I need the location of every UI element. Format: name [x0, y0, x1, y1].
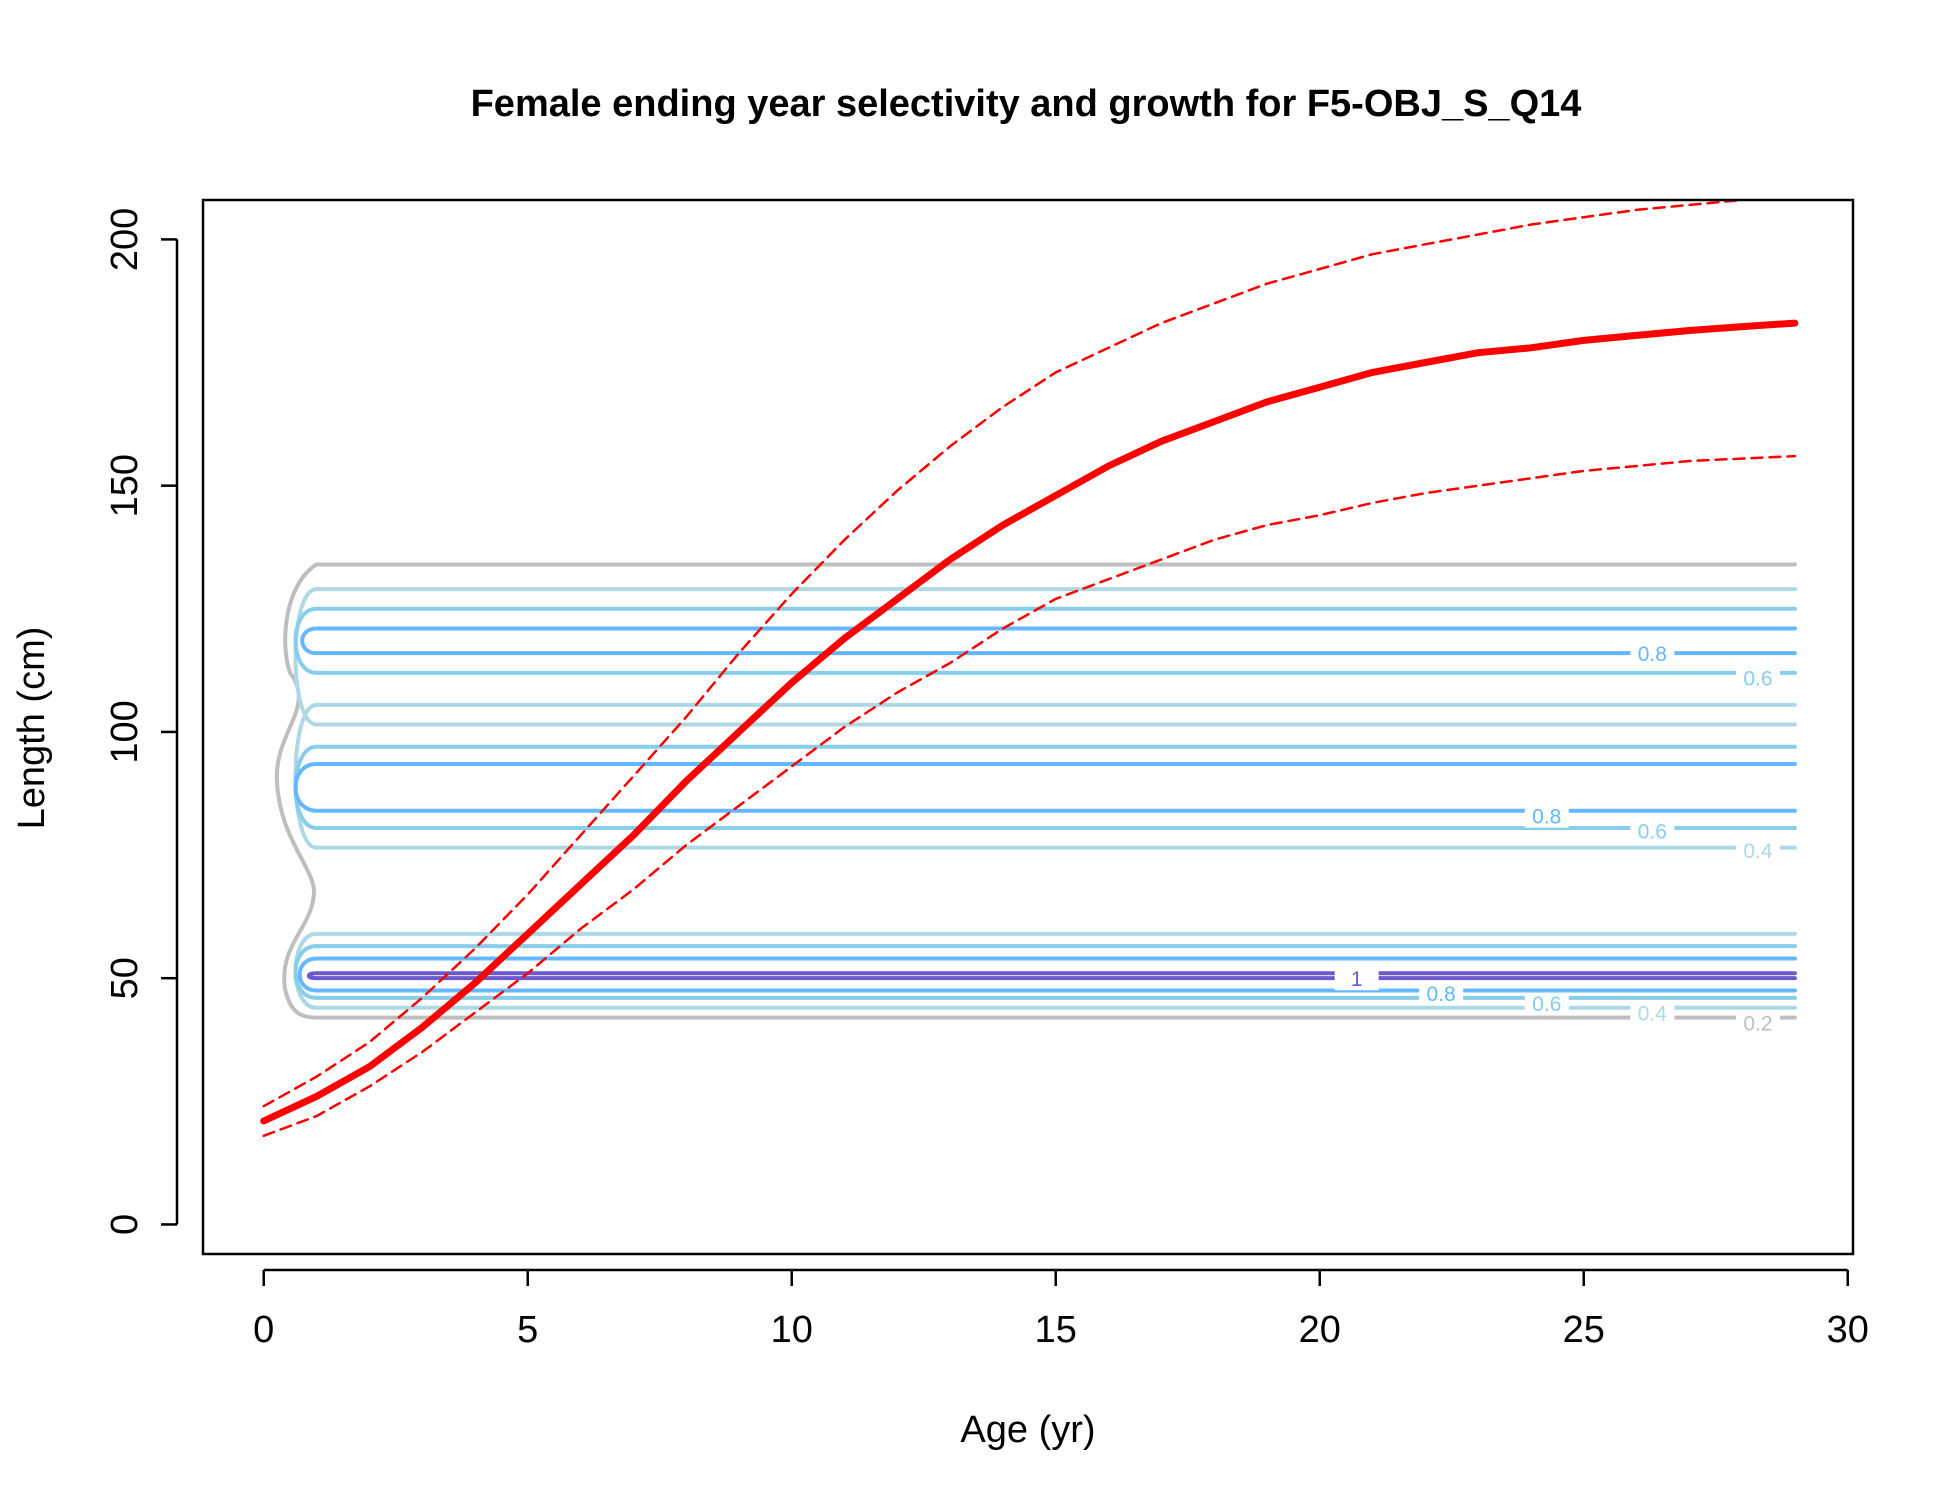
- x-tick-label: 20: [1299, 1309, 1341, 1351]
- contour-label-bg: [1524, 990, 1569, 1015]
- y-tick-label: 100: [104, 700, 146, 763]
- x-tick-label: 30: [1827, 1309, 1869, 1351]
- y-tick-label: 200: [104, 208, 146, 271]
- contour-line: [297, 956, 1797, 993]
- growth-upper-interval-line: [262, 200, 1756, 1108]
- contour-label-bg: [1419, 980, 1464, 1005]
- growth-lower-interval-line: [262, 454, 1797, 1138]
- contour-line: [293, 761, 1797, 813]
- contour-line: [274, 562, 1797, 1020]
- contour-label: 0.6: [1638, 820, 1667, 843]
- contour-label-bg: [1334, 966, 1379, 991]
- x-tick-label: 5: [517, 1309, 538, 1351]
- plot-area: 0.2 0.4 0.4 0.6 0.6 0.6 0.8 0.8 0.8 1: [260, 200, 1799, 1138]
- contour-label: 0.8: [1638, 643, 1667, 666]
- contour-level-1: 1: [306, 966, 1797, 991]
- contour-line: [293, 944, 1797, 1000]
- contour-label: 0.6: [1532, 993, 1561, 1016]
- y-axis: 0 50 100 150 200: [104, 208, 179, 1235]
- y-tick-label: 0: [104, 1214, 146, 1235]
- plot-frame: [201, 198, 1855, 1256]
- contour-label: 0.8: [1532, 806, 1561, 829]
- contour-label-bg: [1630, 818, 1675, 843]
- x-tick-label: 15: [1035, 1309, 1077, 1351]
- x-tick-label: 25: [1563, 1309, 1605, 1351]
- x-axis-label: Age (yr): [960, 1409, 1095, 1451]
- chart-title: Female ending year selectivity and growt…: [471, 83, 1582, 125]
- contour-line: [293, 587, 1797, 727]
- contour-line: [306, 971, 1797, 981]
- contour-label-bg: [1735, 1010, 1780, 1035]
- x-axis: 0 5 10 15 20 25 30: [253, 1268, 1869, 1351]
- contour-label-bg: [1735, 838, 1780, 863]
- contour-label: 0.8: [1427, 983, 1456, 1006]
- contour-level-0-2: 0.2: [274, 562, 1797, 1036]
- contour-label: 1: [1351, 968, 1363, 991]
- x-tick-label: 0: [253, 1309, 274, 1351]
- contour-label-bg: [1524, 803, 1569, 828]
- y-tick-label: 150: [104, 454, 146, 517]
- contour-level-0-8: 0.8 0.8 0.8: [293, 626, 1797, 1006]
- y-axis-label: Length (cm): [11, 627, 53, 830]
- contour-label: 0.4: [1638, 1003, 1668, 1026]
- contour-line: [300, 626, 1797, 656]
- x-tick-label: 10: [771, 1309, 813, 1351]
- growth-mean-line: [260, 319, 1799, 1125]
- contour-label: 0.6: [1743, 668, 1772, 691]
- contour-line: [293, 606, 1797, 675]
- y-tick-label: 50: [104, 957, 146, 999]
- contour-label: 0.4: [1743, 840, 1773, 863]
- contour-line: [293, 744, 1797, 830]
- contour-label: 0.2: [1743, 1013, 1772, 1036]
- contour-label-bg: [1630, 641, 1675, 666]
- contour-level-0-6: 0.6 0.6 0.6: [293, 606, 1797, 1016]
- contour-label-bg: [1735, 665, 1780, 690]
- contour-label-bg: [1630, 1000, 1675, 1025]
